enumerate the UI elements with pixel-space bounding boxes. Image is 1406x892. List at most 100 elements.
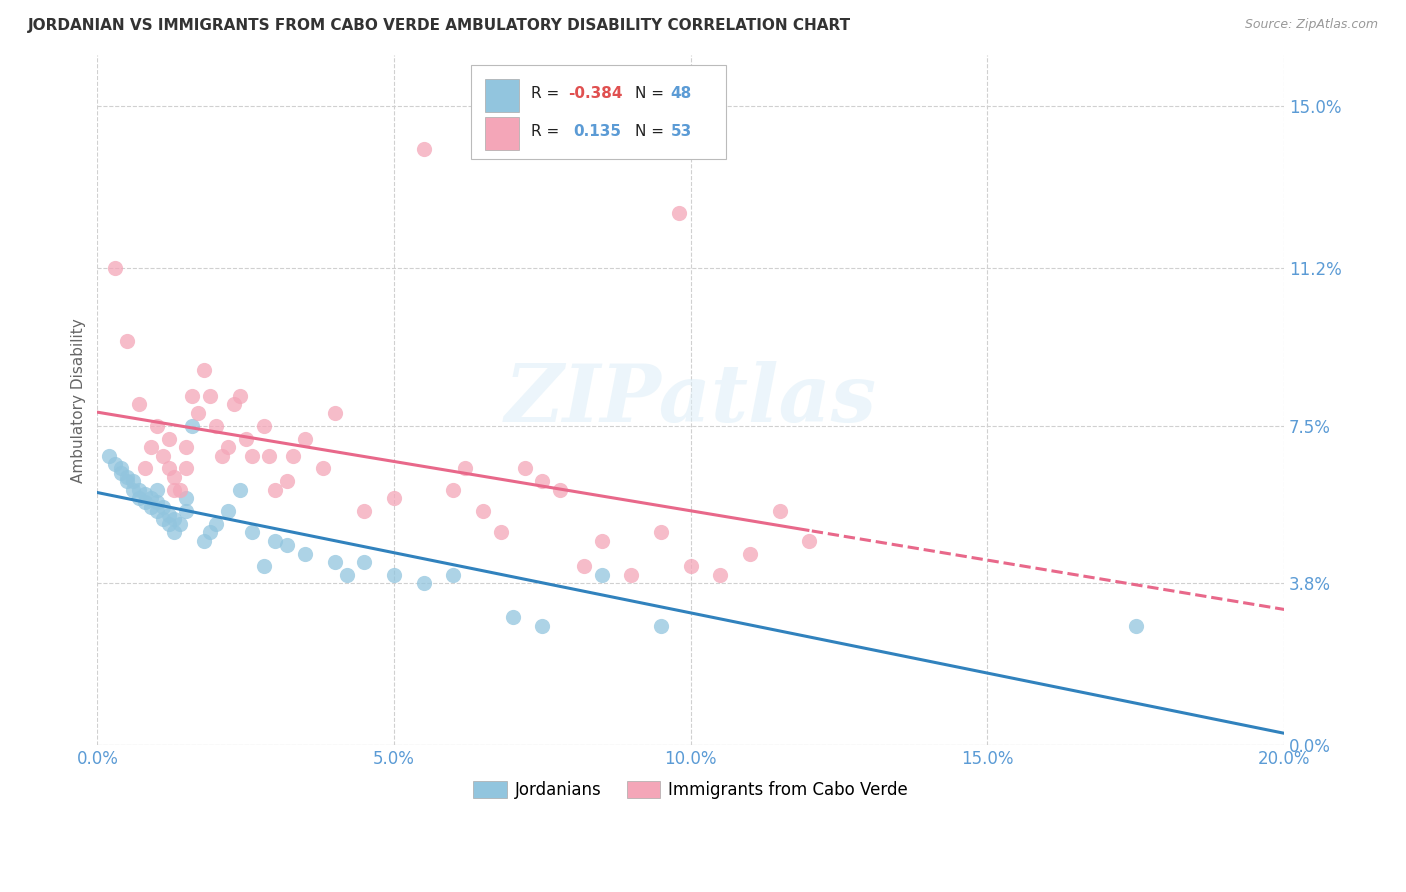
Point (353, 504, 375, 518)
Point (169, 516, 191, 531)
Point (548, 483, 571, 497)
Point (531, 619, 554, 633)
Point (240, 525, 263, 540)
Point (145, 495, 167, 509)
Text: Source: ZipAtlas.com: Source: ZipAtlas.com (1244, 18, 1378, 31)
Text: N =: N = (636, 124, 669, 138)
Point (145, 483, 167, 497)
Text: 0.135: 0.135 (574, 124, 621, 138)
Point (176, 440, 198, 454)
Point (145, 504, 167, 518)
Point (163, 483, 186, 497)
Point (217, 504, 239, 518)
Point (502, 610, 524, 624)
Point (128, 491, 150, 506)
Point (134, 495, 156, 509)
Point (157, 432, 180, 446)
Point (152, 512, 174, 526)
Point (294, 432, 316, 446)
Point (163, 525, 186, 540)
Point (187, 406, 209, 420)
Point (252, 559, 274, 574)
Point (336, 567, 359, 582)
Text: R =: R = (530, 86, 564, 101)
Point (110, 466, 132, 480)
Point (152, 500, 174, 514)
Point (412, 576, 434, 591)
Point (769, 504, 792, 518)
Point (104, 261, 127, 276)
Legend: Jordanians, Immigrants from Cabo Verde: Jordanians, Immigrants from Cabo Verde (467, 774, 915, 806)
Point (217, 440, 239, 454)
Point (323, 406, 346, 420)
Point (740, 547, 762, 561)
Point (353, 555, 375, 569)
Y-axis label: Ambulatory Disability: Ambulatory Disability (72, 318, 86, 483)
Point (382, 491, 405, 506)
Point (591, 567, 613, 582)
Point (169, 483, 191, 497)
Point (264, 483, 287, 497)
Point (229, 389, 252, 403)
Point (122, 483, 145, 497)
Point (145, 418, 167, 433)
Point (115, 470, 138, 484)
Point (157, 516, 180, 531)
Point (312, 461, 335, 475)
Point (591, 533, 613, 548)
Point (157, 508, 180, 523)
Point (799, 533, 821, 548)
Point (181, 418, 204, 433)
Bar (485, 79, 519, 112)
Point (276, 474, 298, 488)
Point (104, 457, 127, 471)
Point (323, 555, 346, 569)
Point (454, 461, 477, 475)
Point (176, 504, 198, 518)
Point (222, 397, 245, 411)
Point (110, 461, 132, 475)
Point (139, 491, 162, 506)
Point (98, 449, 121, 463)
Point (163, 470, 186, 484)
Point (650, 619, 672, 633)
FancyBboxPatch shape (471, 65, 727, 159)
Point (115, 474, 138, 488)
Point (205, 418, 228, 433)
Text: -0.384: -0.384 (568, 86, 623, 101)
Point (128, 483, 150, 497)
Point (294, 547, 316, 561)
Point (382, 567, 405, 582)
Point (176, 461, 198, 475)
Point (211, 449, 233, 463)
Point (668, 206, 690, 220)
Point (679, 559, 702, 574)
Point (259, 449, 281, 463)
Point (441, 483, 464, 497)
Point (489, 525, 512, 540)
Point (283, 449, 305, 463)
Point (152, 449, 174, 463)
Point (134, 461, 156, 475)
Text: 48: 48 (671, 86, 692, 101)
Point (572, 559, 595, 574)
Point (139, 500, 162, 514)
Point (198, 389, 221, 403)
Point (709, 567, 731, 582)
Point (235, 432, 257, 446)
Point (276, 538, 298, 552)
Point (531, 474, 554, 488)
Point (513, 461, 536, 475)
Point (115, 334, 138, 348)
Point (176, 491, 198, 506)
Text: JORDANIAN VS IMMIGRANTS FROM CABO VERDE AMBULATORY DISABILITY CORRELATION CHART: JORDANIAN VS IMMIGRANTS FROM CABO VERDE … (28, 18, 851, 33)
Point (472, 504, 495, 518)
Point (441, 567, 464, 582)
Point (163, 512, 186, 526)
Point (229, 483, 252, 497)
Point (181, 389, 204, 403)
Bar (485, 117, 519, 151)
Text: N =: N = (636, 86, 669, 101)
Point (134, 487, 156, 501)
Point (264, 533, 287, 548)
